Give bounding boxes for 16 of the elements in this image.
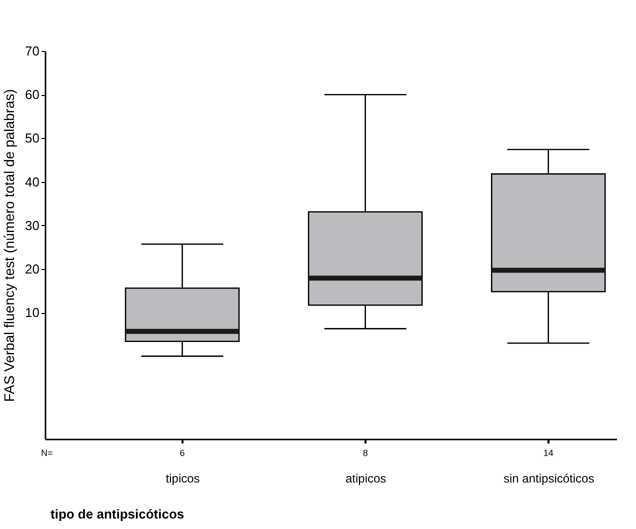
- text: 8: [362, 448, 368, 458]
- y-tick-label: 10: [25, 305, 40, 320]
- y-tick-label: 30: [25, 218, 40, 233]
- x-axis-title: tipo de antipsicóticos: [50, 506, 184, 522]
- y-tick-label: 70: [25, 44, 40, 58]
- y-tick-label: 50: [25, 130, 40, 146]
- text: 6: [180, 448, 185, 458]
- y-tick-label: 40: [25, 174, 40, 190]
- y-tick-label: 60: [25, 87, 40, 102]
- y-axis-title: FAS Verbal fluency test (número total de palabras): [1, 89, 18, 402]
- x-tick-label: tipicos: [166, 472, 200, 486]
- y-tick-label: 20: [25, 261, 40, 276]
- text: N=: [41, 448, 53, 458]
- x-tick-label: sin antipsicóticos: [504, 472, 594, 486]
- x-tick-label: atipicos: [345, 472, 386, 486]
- text: 14: [543, 448, 554, 458]
